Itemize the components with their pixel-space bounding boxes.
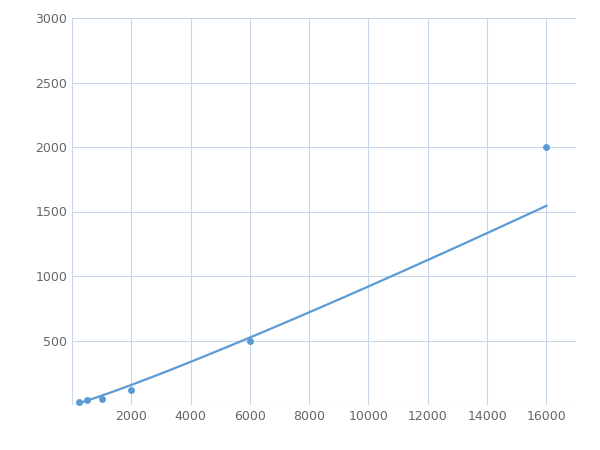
Point bbox=[542, 144, 551, 151]
Point bbox=[97, 395, 106, 402]
Point bbox=[245, 337, 254, 344]
Point bbox=[127, 386, 136, 393]
Point bbox=[82, 396, 92, 404]
Point bbox=[74, 399, 84, 406]
